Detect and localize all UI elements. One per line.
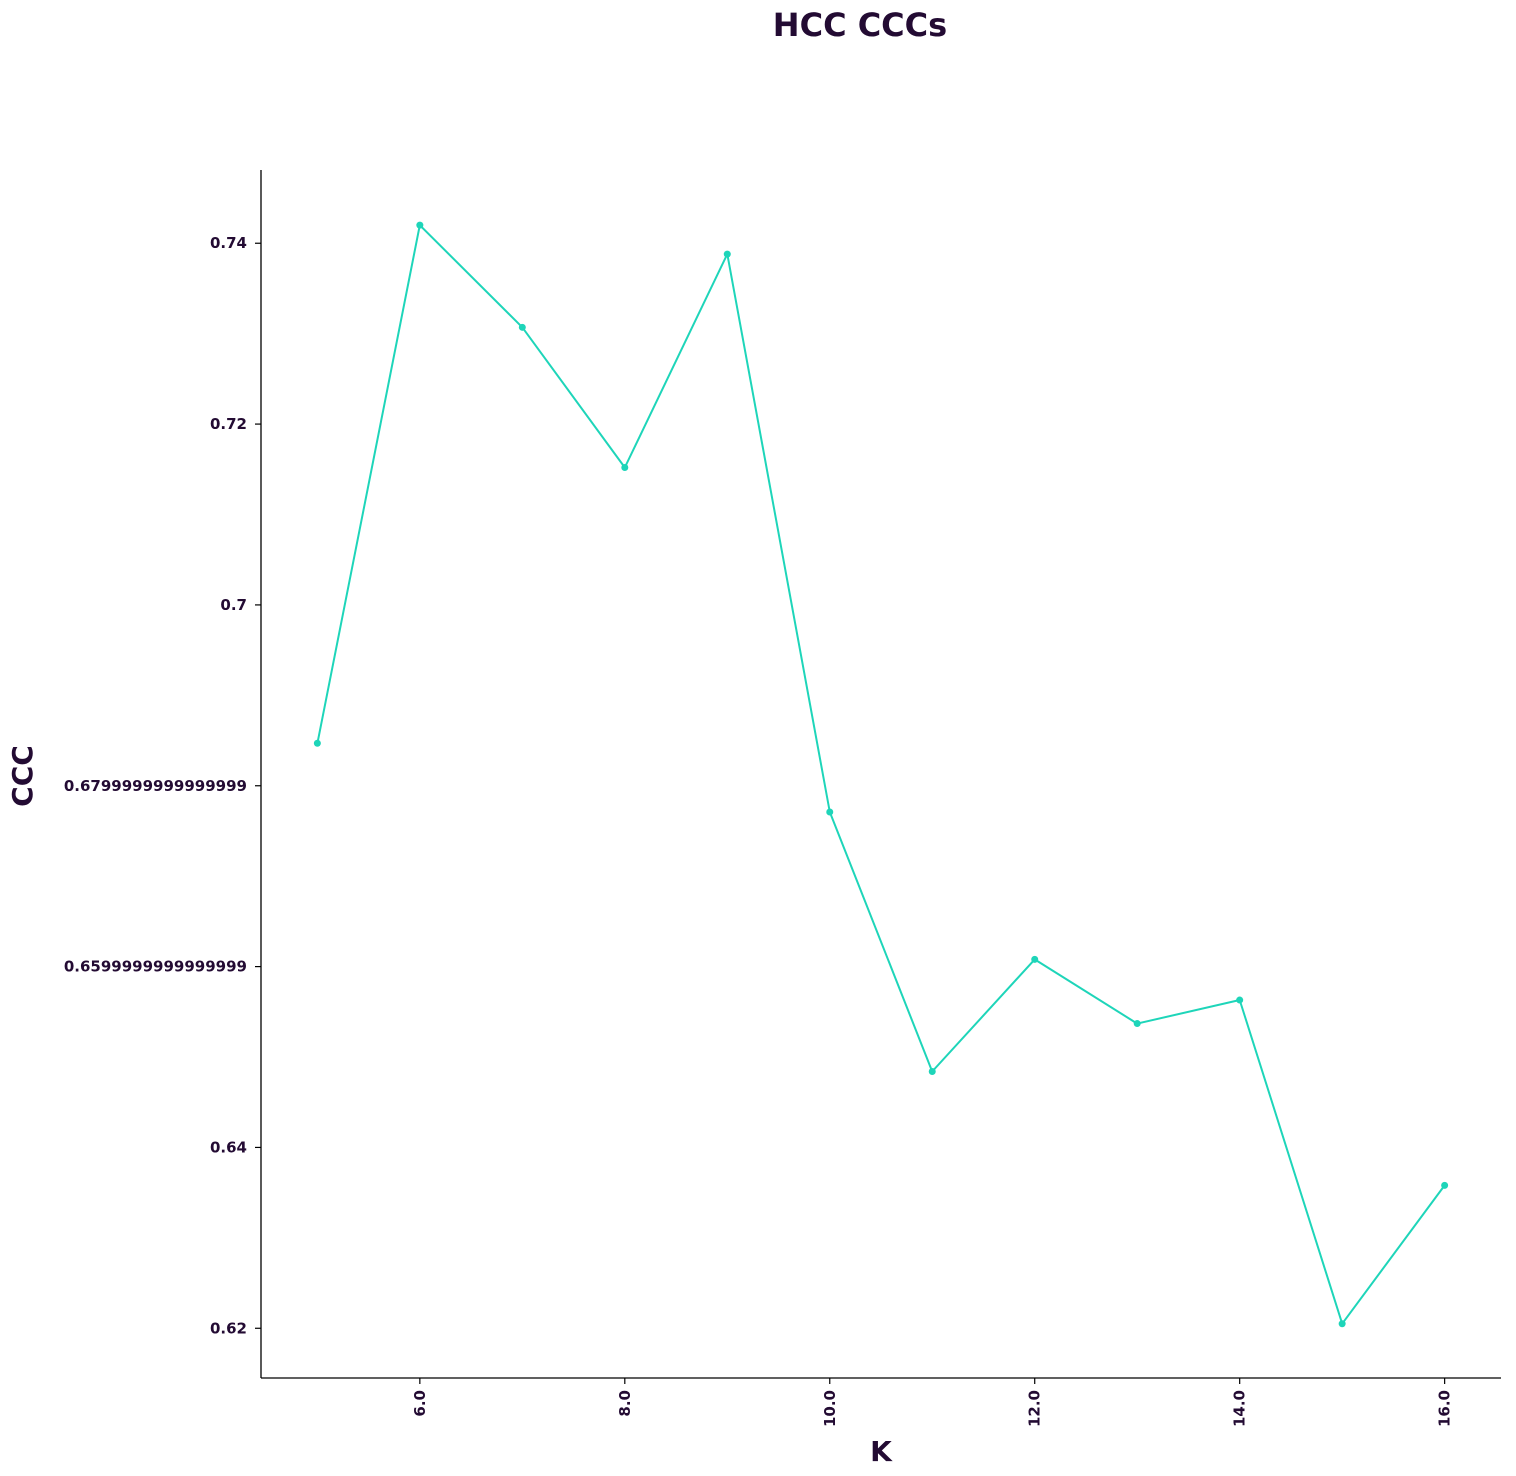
y-axis-ticks: 0.62 0.64 0.6599999999999999 0.679999999999… [64, 234, 261, 1337]
x-axis-label: K [870, 1435, 893, 1468]
data-point [1441, 1181, 1449, 1189]
data-point [723, 250, 731, 258]
data-point [1133, 1020, 1141, 1028]
y-tick-label: 0.6599999999999999 [64, 958, 247, 976]
data-point [1031, 955, 1039, 963]
x-tick-label: 10.0 [821, 1390, 839, 1427]
x-tick-label: 8.0 [616, 1390, 634, 1417]
y-tick-label: 0.64 [210, 1138, 247, 1156]
x-axis-ticks: 6.0 8.0 10.0 12.0 14.0 16.0 [411, 1378, 1454, 1427]
x-tick-label: 14.0 [1231, 1390, 1249, 1427]
data-point [621, 463, 629, 471]
y-tick-label: 0.62 [210, 1319, 247, 1337]
chart-title: HCC CCCs [773, 6, 947, 44]
data-point [416, 221, 424, 229]
y-tick-label: 0.74 [210, 234, 247, 252]
data-point [826, 808, 834, 816]
y-tick-label: 0.6799999999999999 [64, 777, 247, 795]
data-point [1236, 996, 1244, 1004]
y-tick-label: 0.7 [220, 596, 247, 614]
y-tick-label: 0.72 [210, 415, 247, 433]
x-tick-label: 16.0 [1436, 1390, 1454, 1427]
series-line [316, 224, 1446, 1325]
x-tick-label: 6.0 [411, 1390, 429, 1417]
data-point [313, 739, 321, 747]
data-point [1338, 1320, 1346, 1328]
data-point [518, 323, 526, 331]
y-axis-label: CCC [6, 745, 39, 807]
series-layer [313, 221, 1449, 1328]
x-tick-label: 12.0 [1026, 1390, 1044, 1427]
data-point [928, 1067, 936, 1075]
